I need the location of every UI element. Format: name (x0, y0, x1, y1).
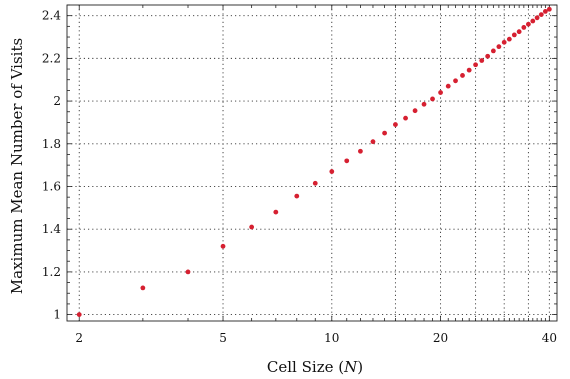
data-point (249, 224, 255, 230)
x-tick-label: 10 (324, 331, 339, 345)
x-tick-label: 5 (219, 331, 227, 345)
y-tick-label: 2.2 (42, 51, 61, 65)
data-point (542, 9, 548, 14)
data-point (521, 25, 527, 30)
data-point (525, 21, 531, 27)
x-axis-label: Cell Size (N) (267, 358, 363, 376)
y-tick-labels: 1 1.2 1.4 1.6 1.8 2 2.2 2.4 (42, 9, 61, 322)
data-point (546, 6, 552, 12)
data-point (294, 193, 300, 199)
data-point (370, 139, 376, 145)
data-point (220, 243, 226, 249)
y-tick-label: 1.2 (42, 265, 61, 279)
data-point (479, 58, 485, 63)
y-tick-label: 1.4 (42, 222, 61, 236)
data-point (466, 67, 472, 73)
data-point (344, 158, 350, 164)
data-point (329, 169, 335, 174)
data-point (76, 312, 82, 317)
axis-ticks (67, 4, 557, 321)
data-point (312, 180, 318, 186)
data-point (445, 83, 451, 89)
data-point (460, 73, 465, 78)
data-point (453, 78, 458, 84)
data-point (501, 39, 507, 45)
y-tick-label: 1.8 (42, 137, 61, 151)
y-tick-label: 2 (53, 94, 61, 108)
data-point (511, 32, 517, 38)
data-point (530, 18, 536, 24)
y-tick-label: 1 (53, 308, 61, 322)
x-tick-label: 2 (75, 331, 83, 345)
x-tick-label: 40 (542, 331, 557, 345)
data-point (140, 285, 146, 291)
y-axis-label: Maximum Mean Number of Visits (8, 38, 26, 294)
x-tick-labels: 2 5 10 20 40 (75, 331, 557, 345)
y-tick-label: 1.6 (42, 179, 61, 193)
data-point (430, 96, 435, 102)
data-point (534, 15, 540, 21)
data-point (496, 44, 502, 50)
data-point (273, 209, 279, 215)
data-point (485, 53, 491, 59)
data-point (506, 36, 512, 42)
data-point (358, 148, 363, 154)
plot-frame (66, 4, 558, 322)
data-points (76, 6, 552, 317)
data-point (403, 115, 408, 121)
data-point (438, 90, 443, 95)
data-point (393, 122, 398, 127)
data-point (185, 269, 191, 275)
y-tick-label: 2.4 (42, 9, 61, 23)
data-point (490, 48, 496, 54)
data-point (382, 130, 387, 136)
data-point (421, 101, 427, 107)
data-point (412, 108, 418, 114)
data-point (473, 62, 478, 68)
data-point (538, 12, 544, 18)
data-point (516, 29, 522, 35)
grid-lines (67, 5, 557, 321)
x-tick-label: 20 (433, 331, 448, 345)
